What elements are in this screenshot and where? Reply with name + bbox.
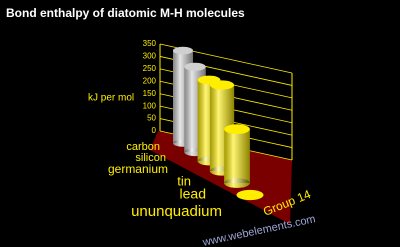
x-tick-label: germanium xyxy=(108,162,168,176)
x-tick-label: lead xyxy=(180,186,206,202)
y-tick-label: 350 xyxy=(143,39,157,48)
x-tick-label: tin xyxy=(177,173,191,188)
y-tick-label: 250 xyxy=(143,64,157,73)
x-tick-label: silicon xyxy=(135,152,166,164)
bar-top xyxy=(173,46,193,55)
y-tick-label: 100 xyxy=(143,101,157,110)
y-tick-label: 300 xyxy=(143,52,157,61)
floor xyxy=(150,131,292,224)
y-tick-label: 0 xyxy=(152,126,157,135)
y-axis-label: kJ per mol xyxy=(88,93,134,104)
x-tick-label: carbon xyxy=(126,141,160,153)
bar-shade xyxy=(224,129,250,183)
x-tick-label: ununquadium xyxy=(131,203,222,220)
chart-title: Bond enthalpy of diatomic M-H molecules xyxy=(6,6,245,20)
y-tick-label: 200 xyxy=(143,76,157,85)
bar-top xyxy=(209,80,235,90)
bar-shade-bottom xyxy=(224,178,250,188)
no-data-disc xyxy=(236,189,264,201)
bar-top xyxy=(184,62,206,71)
bar-top xyxy=(224,124,250,135)
y-tick-label: 50 xyxy=(147,114,156,123)
y-tick-label: 150 xyxy=(143,89,157,98)
